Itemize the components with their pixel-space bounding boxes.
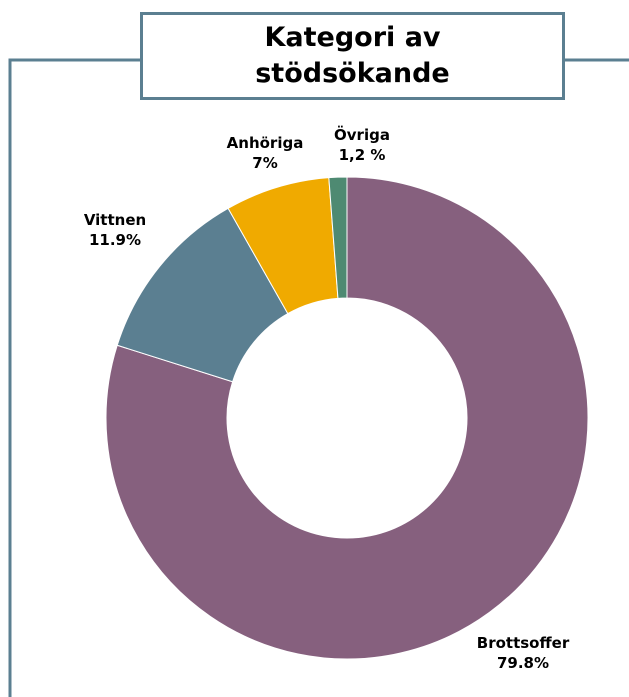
category-label: Brottsoffer: [477, 634, 570, 652]
category-label: Övriga: [334, 125, 390, 144]
value-label: 11.9%: [89, 231, 141, 249]
value-label: 79.8%: [497, 654, 549, 672]
frame-line: [8, 58, 140, 697]
value-label: 1,2 %: [339, 146, 386, 164]
chart-title: Kategori av stödsökande: [140, 12, 565, 100]
category-label: Anhöriga: [227, 134, 304, 152]
category-label: Vittnen: [84, 211, 146, 229]
donut-slice: [105, 176, 589, 660]
donut-slice: [328, 176, 348, 299]
value-label: 7%: [252, 154, 277, 172]
